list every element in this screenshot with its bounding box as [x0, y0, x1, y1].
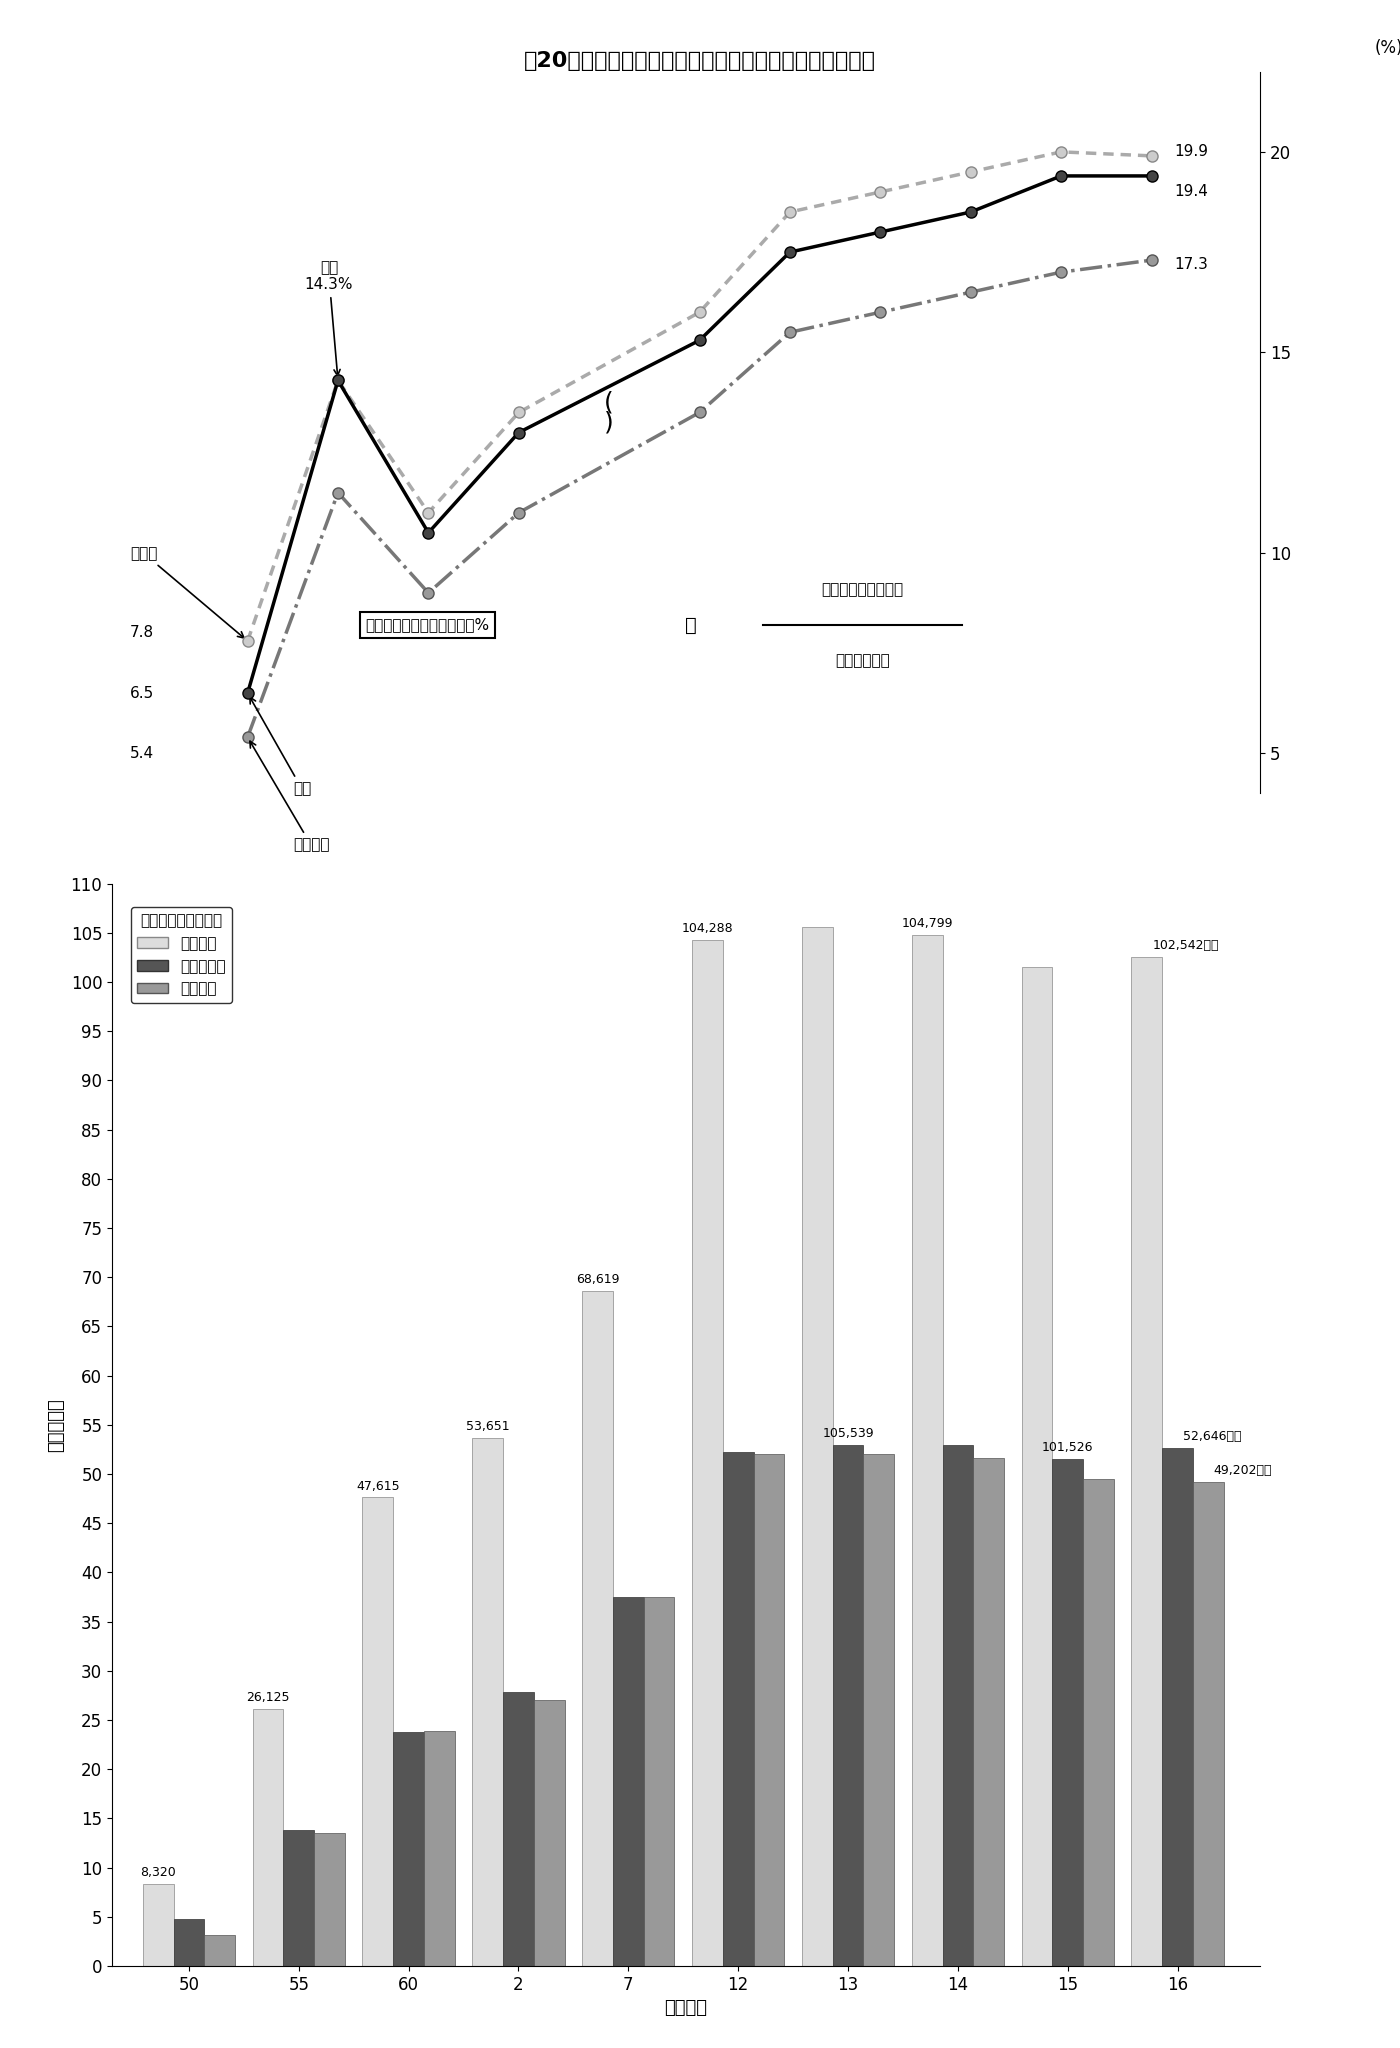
Bar [753, 1454, 784, 1966]
Text: 53,651: 53,651 [466, 1419, 510, 1434]
Text: 純計: 純計 [249, 696, 311, 797]
Text: 6.5: 6.5 [130, 686, 154, 700]
Bar [143, 1884, 174, 1966]
Bar [363, 1497, 393, 1966]
Text: 102,542億円: 102,542億円 [1152, 940, 1219, 952]
Bar [1162, 1448, 1193, 1966]
Text: 47,615: 47,615 [356, 1479, 399, 1493]
Text: 19.9: 19.9 [1175, 143, 1208, 160]
Text: 49,202億円: 49,202億円 [1214, 1464, 1273, 1477]
Text: 19.4: 19.4 [1175, 184, 1208, 199]
Bar [911, 934, 942, 1966]
Text: 7.8: 7.8 [130, 625, 154, 641]
Text: 公債費充当一般財源: 公債費充当一般財源 [822, 582, 903, 596]
Text: (
): ( ) [605, 391, 615, 434]
Legend: 純　　計, 市　町　村, 都道府県: 純 計, 市 町 村, 都道府県 [132, 907, 232, 1004]
Text: ＝: ＝ [685, 616, 696, 635]
Bar [252, 1708, 283, 1966]
Bar [644, 1597, 675, 1966]
Text: 8,320: 8,320 [140, 1866, 176, 1880]
Bar [942, 1444, 973, 1966]
Bar [864, 1454, 895, 1966]
Bar [174, 1919, 204, 1966]
Text: (%): (%) [1375, 39, 1400, 57]
Bar [1131, 956, 1162, 1966]
Text: 52,646億円: 52,646億円 [1183, 1430, 1242, 1444]
Text: 17.3: 17.3 [1175, 256, 1208, 272]
Bar [973, 1458, 1004, 1966]
Text: 市町村: 市町村 [130, 547, 244, 639]
Bar [1053, 1460, 1084, 1966]
Text: 一般財源総額: 一般財源総額 [834, 653, 889, 668]
Bar [1193, 1483, 1224, 1966]
Bar [582, 1290, 613, 1966]
Text: 104,799: 104,799 [902, 918, 953, 930]
Bar [393, 1733, 424, 1966]
Bar [722, 1452, 753, 1966]
Bar [1022, 967, 1053, 1966]
Bar [802, 928, 833, 1966]
Bar [204, 1935, 235, 1966]
Text: 104,288: 104,288 [682, 922, 734, 934]
Text: 都道府県: 都道府県 [251, 741, 329, 852]
Bar [314, 1833, 344, 1966]
Text: 101,526: 101,526 [1042, 1442, 1093, 1454]
Text: 純計
14.3%: 純計 14.3% [305, 260, 353, 375]
Bar [692, 940, 722, 1966]
Y-axis label: （千億円）: （千億円） [48, 1399, 64, 1452]
X-axis label: （年度）: （年度） [665, 1999, 707, 2017]
Bar [613, 1597, 644, 1966]
Bar [472, 1438, 503, 1966]
Bar [533, 1700, 564, 1966]
Bar [424, 1731, 455, 1966]
Bar [283, 1831, 314, 1966]
Text: 第20図　公債費充当一般財源及び公債費負担比率の推移: 第20図 公債費充当一般財源及び公債費負担比率の推移 [524, 51, 876, 72]
Text: 68,619: 68,619 [575, 1274, 619, 1286]
Bar [833, 1444, 864, 1966]
Bar [1084, 1479, 1114, 1966]
Text: 105,539: 105,539 [822, 1427, 874, 1440]
Text: 26,125: 26,125 [246, 1692, 290, 1704]
Bar [503, 1692, 533, 1966]
Text: 5.4: 5.4 [130, 745, 154, 760]
Text: 公債費負担比率（右日盛）%: 公債費負担比率（右日盛）% [365, 616, 489, 633]
